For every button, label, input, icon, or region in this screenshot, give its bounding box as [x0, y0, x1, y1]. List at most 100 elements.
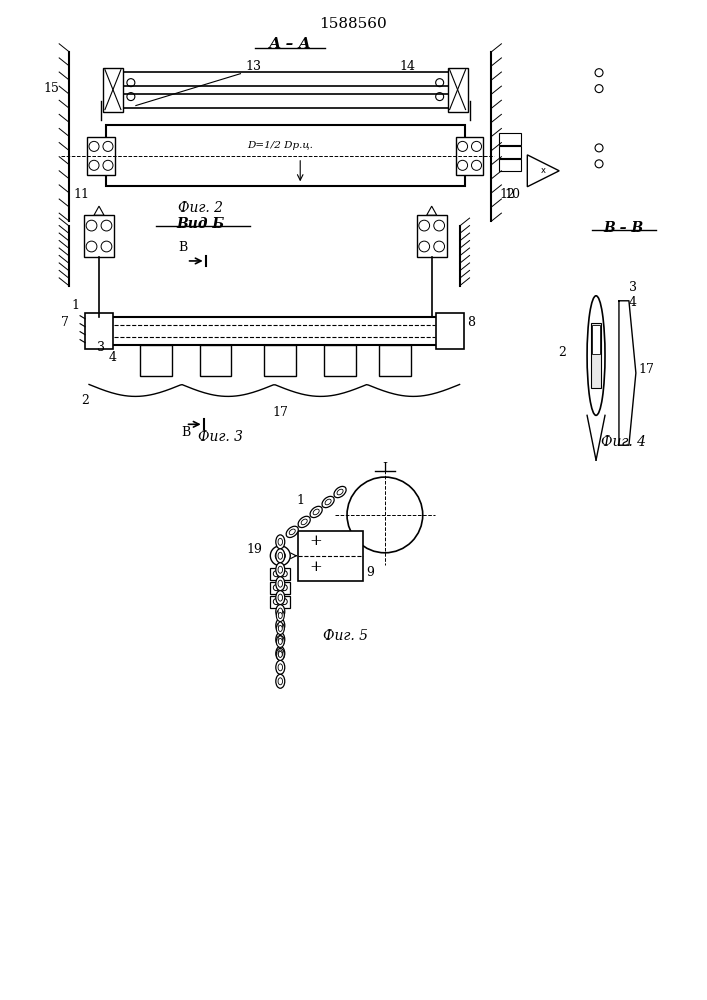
Circle shape	[270, 546, 291, 566]
Text: 2: 2	[559, 346, 566, 359]
Bar	[106, 94, 464, 108]
Text: 1: 1	[71, 299, 79, 312]
Ellipse shape	[276, 646, 285, 660]
Bar	[270, 596, 291, 608]
Text: 4: 4	[629, 296, 637, 309]
Ellipse shape	[276, 660, 285, 674]
Ellipse shape	[310, 506, 322, 518]
Ellipse shape	[276, 635, 284, 647]
Bar	[324, 345, 356, 376]
Ellipse shape	[289, 529, 296, 535]
Text: Фиг. 5: Фиг. 5	[322, 629, 368, 643]
Text: 15: 15	[43, 82, 59, 95]
Bar	[106, 125, 464, 186]
Bar	[270, 568, 291, 580]
Text: +: +	[310, 560, 322, 574]
Ellipse shape	[276, 605, 285, 619]
Ellipse shape	[313, 509, 319, 515]
Polygon shape	[94, 206, 104, 215]
Ellipse shape	[325, 499, 331, 505]
Ellipse shape	[278, 580, 283, 587]
Text: 12: 12	[499, 188, 515, 201]
Text: 14: 14	[400, 60, 416, 73]
Polygon shape	[527, 155, 559, 187]
Bar	[499, 133, 521, 145]
Ellipse shape	[337, 489, 343, 495]
Bar	[106, 72, 464, 86]
Ellipse shape	[276, 632, 285, 646]
Ellipse shape	[301, 519, 308, 525]
Ellipse shape	[279, 651, 282, 657]
Ellipse shape	[276, 549, 285, 563]
Text: 11: 11	[73, 188, 89, 201]
Bar	[499, 159, 521, 171]
Ellipse shape	[298, 516, 310, 528]
Text: I: I	[382, 462, 387, 475]
Polygon shape	[427, 206, 437, 215]
Ellipse shape	[286, 526, 298, 538]
Bar	[416, 215, 447, 257]
Ellipse shape	[276, 563, 285, 577]
Circle shape	[275, 551, 285, 561]
Ellipse shape	[276, 591, 285, 605]
Ellipse shape	[587, 296, 605, 415]
Ellipse shape	[276, 619, 285, 632]
Ellipse shape	[278, 636, 283, 643]
Text: 1588560: 1588560	[319, 17, 387, 31]
Bar	[499, 146, 521, 158]
Bar	[84, 215, 114, 257]
Bar	[379, 345, 411, 376]
Bar	[270, 582, 291, 594]
Ellipse shape	[276, 648, 284, 660]
Text: 9: 9	[366, 566, 374, 579]
Text: 10: 10	[504, 188, 520, 201]
Text: В – В: В – В	[604, 221, 644, 235]
Bar	[85, 313, 113, 349]
Bar	[591, 323, 601, 388]
Text: Фиг. 4: Фиг. 4	[602, 435, 646, 449]
Text: В: В	[178, 241, 187, 254]
Text: 13: 13	[245, 60, 262, 73]
Ellipse shape	[278, 650, 283, 657]
Text: 17: 17	[639, 363, 655, 376]
Bar	[140, 345, 172, 376]
Ellipse shape	[276, 623, 284, 634]
Text: 1: 1	[296, 494, 304, 507]
Bar	[99, 317, 450, 345]
Ellipse shape	[278, 622, 283, 629]
Text: x: x	[540, 166, 545, 175]
Bar	[455, 137, 484, 175]
Ellipse shape	[279, 638, 282, 644]
Bar	[592, 325, 600, 354]
Bar	[298, 531, 363, 581]
Ellipse shape	[278, 538, 283, 545]
Text: 8: 8	[467, 316, 476, 329]
Ellipse shape	[322, 496, 334, 508]
Bar	[103, 68, 123, 112]
Text: D=1/2 Dр.ц.: D=1/2 Dр.ц.	[247, 141, 313, 150]
Text: Фиг. 2: Фиг. 2	[178, 201, 223, 215]
Ellipse shape	[279, 613, 282, 619]
Text: В: В	[181, 426, 190, 439]
Bar	[436, 313, 464, 349]
Bar	[264, 345, 296, 376]
Text: 2: 2	[81, 394, 89, 407]
Text: 4: 4	[109, 351, 117, 364]
Bar	[87, 137, 115, 175]
Ellipse shape	[276, 535, 285, 549]
Text: Вид Б: Вид Б	[177, 217, 225, 231]
Ellipse shape	[276, 674, 285, 688]
Bar	[199, 345, 231, 376]
Bar	[448, 68, 467, 112]
Ellipse shape	[276, 577, 285, 591]
Text: Фиг. 3: Фиг. 3	[198, 430, 243, 444]
Text: 7: 7	[62, 316, 69, 329]
Text: +: +	[310, 534, 322, 548]
Text: 19: 19	[247, 543, 262, 556]
Ellipse shape	[276, 610, 284, 622]
Ellipse shape	[334, 486, 346, 498]
Text: А – А: А – А	[269, 37, 312, 51]
Text: 3: 3	[97, 341, 105, 354]
Ellipse shape	[278, 566, 283, 573]
Ellipse shape	[278, 552, 283, 559]
